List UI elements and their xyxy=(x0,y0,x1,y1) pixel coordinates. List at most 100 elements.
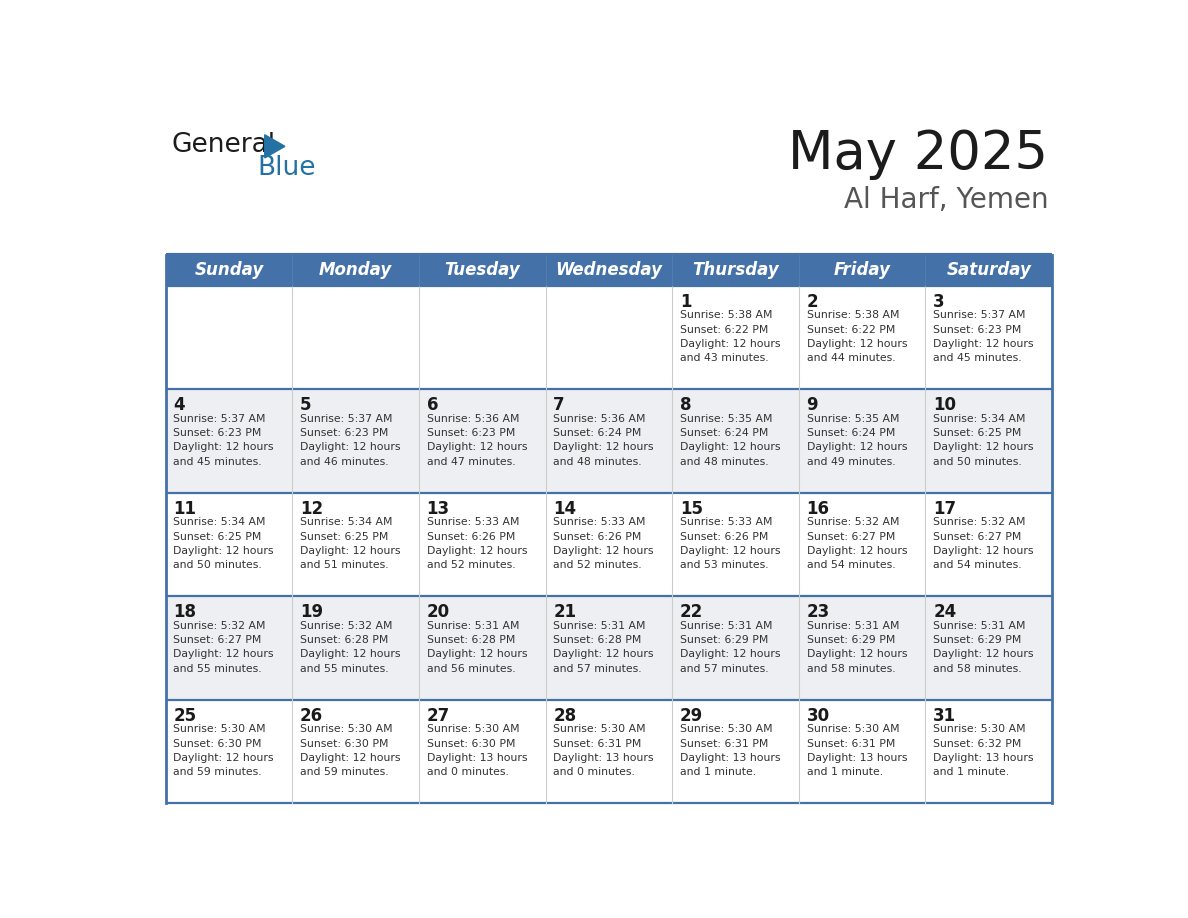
Text: and 55 minutes.: and 55 minutes. xyxy=(299,664,388,674)
Text: Daylight: 12 hours: Daylight: 12 hours xyxy=(807,339,908,349)
Text: 7: 7 xyxy=(554,397,565,414)
Text: Tuesday: Tuesday xyxy=(444,262,520,279)
Text: 29: 29 xyxy=(680,707,703,724)
Text: Sunrise: 5:31 AM: Sunrise: 5:31 AM xyxy=(554,621,646,631)
Text: Daylight: 12 hours: Daylight: 12 hours xyxy=(680,339,781,349)
Text: and 48 minutes.: and 48 minutes. xyxy=(680,456,769,466)
Text: and 51 minutes.: and 51 minutes. xyxy=(299,560,388,570)
Text: and 59 minutes.: and 59 minutes. xyxy=(299,767,388,777)
Text: Sunrise: 5:31 AM: Sunrise: 5:31 AM xyxy=(807,621,899,631)
Text: and 45 minutes.: and 45 minutes. xyxy=(173,456,261,466)
Text: Daylight: 13 hours: Daylight: 13 hours xyxy=(934,753,1034,763)
Text: and 47 minutes.: and 47 minutes. xyxy=(426,456,516,466)
Text: Daylight: 12 hours: Daylight: 12 hours xyxy=(426,649,527,659)
Text: Monday: Monday xyxy=(318,262,392,279)
Text: Sunset: 6:23 PM: Sunset: 6:23 PM xyxy=(934,325,1022,334)
Text: Daylight: 12 hours: Daylight: 12 hours xyxy=(934,649,1034,659)
Text: Thursday: Thursday xyxy=(693,262,779,279)
Text: and 53 minutes.: and 53 minutes. xyxy=(680,560,769,570)
Text: and 43 minutes.: and 43 minutes. xyxy=(680,353,769,364)
Text: and 52 minutes.: and 52 minutes. xyxy=(554,560,642,570)
Text: Daylight: 12 hours: Daylight: 12 hours xyxy=(680,649,781,659)
Text: 8: 8 xyxy=(680,397,691,414)
Text: 13: 13 xyxy=(426,499,450,518)
Text: Sunset: 6:22 PM: Sunset: 6:22 PM xyxy=(807,325,895,334)
Text: and 50 minutes.: and 50 minutes. xyxy=(173,560,263,570)
Text: Sunrise: 5:31 AM: Sunrise: 5:31 AM xyxy=(426,621,519,631)
Text: Sunrise: 5:38 AM: Sunrise: 5:38 AM xyxy=(807,310,899,320)
Text: Sunset: 6:23 PM: Sunset: 6:23 PM xyxy=(299,428,388,438)
Text: General: General xyxy=(172,131,276,158)
Text: Sunset: 6:32 PM: Sunset: 6:32 PM xyxy=(934,739,1022,748)
Text: Sunrise: 5:34 AM: Sunrise: 5:34 AM xyxy=(299,518,392,527)
Text: and 59 minutes.: and 59 minutes. xyxy=(173,767,261,777)
Text: Sunrise: 5:32 AM: Sunrise: 5:32 AM xyxy=(934,518,1025,527)
Text: Daylight: 12 hours: Daylight: 12 hours xyxy=(807,649,908,659)
Text: Sunset: 6:31 PM: Sunset: 6:31 PM xyxy=(680,739,769,748)
Text: 11: 11 xyxy=(173,499,196,518)
Text: 17: 17 xyxy=(934,499,956,518)
Text: and 44 minutes.: and 44 minutes. xyxy=(807,353,896,364)
Text: Sunset: 6:29 PM: Sunset: 6:29 PM xyxy=(680,635,769,645)
Text: 20: 20 xyxy=(426,603,450,621)
Text: Sunset: 6:23 PM: Sunset: 6:23 PM xyxy=(426,428,514,438)
Text: 18: 18 xyxy=(173,603,196,621)
Bar xyxy=(165,596,1053,700)
Text: Sunset: 6:24 PM: Sunset: 6:24 PM xyxy=(554,428,642,438)
Text: and 57 minutes.: and 57 minutes. xyxy=(680,664,769,674)
Text: and 1 minute.: and 1 minute. xyxy=(680,767,756,777)
Text: and 54 minutes.: and 54 minutes. xyxy=(807,560,896,570)
Text: 10: 10 xyxy=(934,397,956,414)
Bar xyxy=(165,255,1053,285)
Bar xyxy=(165,700,1053,803)
Bar xyxy=(165,285,1053,389)
Text: Sunrise: 5:37 AM: Sunrise: 5:37 AM xyxy=(934,310,1025,320)
Text: Sunset: 6:31 PM: Sunset: 6:31 PM xyxy=(807,739,895,748)
Text: Sunset: 6:27 PM: Sunset: 6:27 PM xyxy=(173,635,261,645)
Text: Sunset: 6:30 PM: Sunset: 6:30 PM xyxy=(173,739,261,748)
Text: 30: 30 xyxy=(807,707,829,724)
Text: Sunset: 6:22 PM: Sunset: 6:22 PM xyxy=(680,325,769,334)
Text: Sunset: 6:25 PM: Sunset: 6:25 PM xyxy=(299,532,388,542)
Text: and 58 minutes.: and 58 minutes. xyxy=(934,664,1022,674)
Text: Daylight: 12 hours: Daylight: 12 hours xyxy=(934,442,1034,453)
Text: 3: 3 xyxy=(934,293,944,310)
Text: 4: 4 xyxy=(173,397,185,414)
Text: Sunset: 6:29 PM: Sunset: 6:29 PM xyxy=(807,635,895,645)
Text: Sunrise: 5:33 AM: Sunrise: 5:33 AM xyxy=(426,518,519,527)
Text: Sunrise: 5:30 AM: Sunrise: 5:30 AM xyxy=(299,724,392,734)
Text: 9: 9 xyxy=(807,397,819,414)
Text: Sunset: 6:30 PM: Sunset: 6:30 PM xyxy=(299,739,388,748)
Text: Daylight: 12 hours: Daylight: 12 hours xyxy=(426,546,527,555)
Text: 14: 14 xyxy=(554,499,576,518)
Text: Daylight: 12 hours: Daylight: 12 hours xyxy=(807,546,908,555)
Text: Sunset: 6:30 PM: Sunset: 6:30 PM xyxy=(426,739,516,748)
Text: Sunrise: 5:35 AM: Sunrise: 5:35 AM xyxy=(807,414,899,424)
Text: Daylight: 12 hours: Daylight: 12 hours xyxy=(554,442,653,453)
Text: Sunrise: 5:37 AM: Sunrise: 5:37 AM xyxy=(299,414,392,424)
Text: Sunrise: 5:32 AM: Sunrise: 5:32 AM xyxy=(807,518,899,527)
Text: Daylight: 13 hours: Daylight: 13 hours xyxy=(680,753,781,763)
Text: Sunrise: 5:34 AM: Sunrise: 5:34 AM xyxy=(173,518,266,527)
Text: 22: 22 xyxy=(680,603,703,621)
Text: Sunrise: 5:33 AM: Sunrise: 5:33 AM xyxy=(554,518,646,527)
Text: and 54 minutes.: and 54 minutes. xyxy=(934,560,1022,570)
Text: 5: 5 xyxy=(299,397,311,414)
Text: May 2025: May 2025 xyxy=(789,128,1048,180)
Text: 12: 12 xyxy=(299,499,323,518)
Text: 6: 6 xyxy=(426,397,438,414)
Text: Sunset: 6:26 PM: Sunset: 6:26 PM xyxy=(680,532,769,542)
Bar xyxy=(165,389,1053,493)
Text: Friday: Friday xyxy=(834,262,891,279)
Text: Sunrise: 5:30 AM: Sunrise: 5:30 AM xyxy=(934,724,1026,734)
Text: Daylight: 12 hours: Daylight: 12 hours xyxy=(934,339,1034,349)
Text: Daylight: 13 hours: Daylight: 13 hours xyxy=(807,753,908,763)
Text: 28: 28 xyxy=(554,707,576,724)
Text: Sunset: 6:23 PM: Sunset: 6:23 PM xyxy=(173,428,261,438)
Text: 1: 1 xyxy=(680,293,691,310)
Text: Wednesday: Wednesday xyxy=(555,262,663,279)
Text: and 46 minutes.: and 46 minutes. xyxy=(299,456,388,466)
Text: Sunset: 6:29 PM: Sunset: 6:29 PM xyxy=(934,635,1022,645)
Text: Sunday: Sunday xyxy=(195,262,264,279)
Text: Sunrise: 5:31 AM: Sunrise: 5:31 AM xyxy=(934,621,1025,631)
